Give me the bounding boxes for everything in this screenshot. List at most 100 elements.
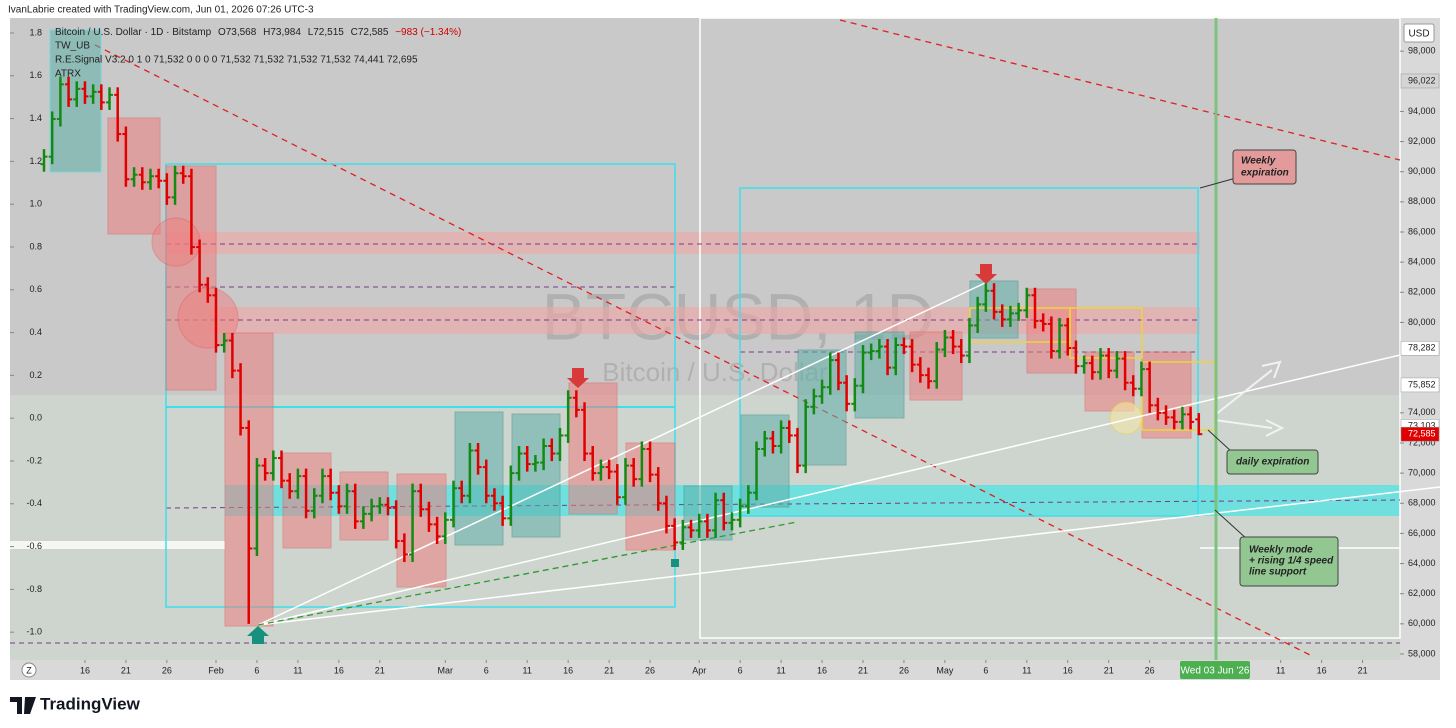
y-tick-label: 80,000 [1408, 317, 1436, 327]
y-tick-label: 98,000 [1408, 46, 1436, 56]
y-tick-label: 92,000 [1408, 136, 1436, 146]
annotation-text: expiration [1241, 168, 1289, 179]
price-marker-label: 73,103 [1408, 421, 1436, 431]
x-tick-label: 21 [1358, 665, 1368, 675]
x-tick-label: 21 [121, 665, 131, 675]
annotation-text: Weekly [1241, 156, 1276, 167]
x-tick-label: 16 [334, 665, 344, 675]
x-tick-label: 26 [645, 665, 655, 675]
watermark-name: Bitcoin / U.S. Dollar [602, 357, 828, 387]
crosshair-label: Wed 03 Jun '26 [1181, 666, 1250, 677]
price-marker-label: 75,852 [1408, 379, 1436, 389]
x-tick-label: 16 [817, 665, 827, 675]
price-axis [1400, 18, 1440, 660]
x-tick-label: 26 [899, 665, 909, 675]
indicator-label: ATRX [55, 69, 81, 80]
x-tick-label: Feb [208, 665, 224, 675]
x-tick-label: 16 [1063, 665, 1073, 675]
y-tick-label: 88,000 [1408, 196, 1436, 206]
x-tick-label: 11 [1276, 665, 1285, 675]
time-axis [10, 660, 1440, 680]
legend-change: −983 (−1.34%) [395, 27, 461, 38]
x-tick-label: 6 [738, 665, 743, 675]
y-tick-label: 82,000 [1408, 287, 1436, 297]
x-tick-label: 6 [484, 665, 489, 675]
x-tick-label: 11 [776, 665, 785, 675]
y2-tick-label: -0.2 [26, 455, 42, 465]
y2-tick-label: -0.6 [26, 541, 42, 551]
y2-tick-label: 0.0 [29, 413, 42, 423]
y2-tick-label: 1.6 [29, 70, 42, 80]
y-tick-label: 84,000 [1408, 257, 1436, 267]
x-tick-label: 11 [293, 665, 302, 675]
x-tick-label: 21 [858, 665, 868, 675]
x-tick-label: 6 [983, 665, 988, 675]
x-tick-label: Mar [438, 665, 454, 675]
y-tick-label: 86,000 [1408, 226, 1436, 236]
axis-icon[interactable] [21, 662, 37, 678]
legend-line: Bitcoin / U.S. Dollar · 1D · Bitstamp O7… [55, 27, 461, 38]
header-text: IvanLabrie created with TradingView.com,… [8, 5, 314, 16]
x-tick-label: 11 [1022, 665, 1031, 675]
x-tick-label: 26 [1145, 665, 1155, 675]
annotation-text: daily expiration [1236, 457, 1309, 468]
x-tick-label: 6 [254, 665, 259, 675]
y2-tick-label: -1.0 [26, 627, 42, 637]
footer-logo [10, 697, 36, 714]
legend-open: O73,568 [218, 27, 257, 38]
y-tick-label: 90,000 [1408, 166, 1436, 176]
x-tick-label: May [936, 665, 954, 675]
x-tick-label: Apr [692, 665, 706, 675]
indicator-label: TW_UB [55, 41, 90, 52]
y-tick-label: 58,000 [1408, 648, 1436, 658]
legend-close: C72,585 [351, 27, 389, 38]
y-tick-label: 66,000 [1408, 528, 1436, 538]
price-marker [1400, 73, 1440, 89]
x-tick-label: 16 [563, 665, 573, 675]
y-tick-label: 62,000 [1408, 588, 1436, 598]
x-tick-label: 21 [1104, 665, 1114, 675]
legend-high: H73,984 [263, 27, 301, 38]
price-marker [1400, 341, 1440, 356]
y-tick-label: 94,000 [1408, 106, 1436, 116]
y-tick-label: 64,000 [1408, 558, 1436, 568]
y2-tick-label: 0.6 [29, 284, 42, 294]
x-tick-label: 16 [80, 665, 90, 675]
legend-low: L72,515 [308, 27, 345, 38]
y-tick-label: 70,000 [1408, 468, 1436, 478]
currency-label[interactable]: USD [1408, 29, 1429, 40]
y-tick-label: 60,000 [1408, 618, 1436, 628]
y-tick-label: 72,000 [1408, 437, 1436, 447]
x-tick-label: 21 [375, 665, 385, 675]
price-marker [1400, 426, 1440, 442]
y2-tick-label: 1.4 [29, 113, 42, 123]
crosshair-box [1180, 661, 1250, 679]
annotation-text: Weekly mode [1249, 545, 1313, 556]
price-marker-label: 72,585 [1408, 429, 1436, 439]
currency-box[interactable] [1403, 23, 1435, 43]
footer-brand: TradingView [40, 694, 141, 713]
annotation-text: + rising 1/4 speed [1249, 556, 1334, 567]
y2-tick-label: 0.2 [29, 370, 42, 380]
y2-tick-label: -0.8 [26, 584, 42, 594]
price-marker-label: 96,022 [1408, 75, 1436, 85]
axis-icon-label[interactable]: Z [26, 665, 32, 675]
y-tick-label: 68,000 [1408, 498, 1436, 508]
y2-tick-label: -0.4 [26, 498, 42, 508]
y2-tick-label: 1.0 [29, 199, 42, 209]
x-tick-label: 21 [604, 665, 614, 675]
x-tick-label: 16 [1317, 665, 1327, 675]
y-tick-label: 74,000 [1408, 407, 1436, 417]
y2-tick-label: 0.8 [29, 241, 42, 251]
legend-symbol: Bitcoin / U.S. Dollar · 1D · Bitstamp [55, 27, 212, 38]
x-tick-label: 11 [523, 665, 532, 675]
price-marker [1400, 377, 1440, 393]
y2-tick-label: 1.2 [29, 156, 42, 166]
annotation-text: line support [1249, 567, 1307, 578]
price-marker-label: 78,282 [1408, 343, 1436, 353]
indicator-label: R.E.Signal V3.2 0 1 0 71,532 0 0 0 0 71,… [55, 55, 418, 66]
x-tick-label: 26 [162, 665, 172, 675]
y2-tick-label: 1.8 [29, 27, 42, 37]
y2-tick-label: 0.4 [29, 327, 42, 337]
